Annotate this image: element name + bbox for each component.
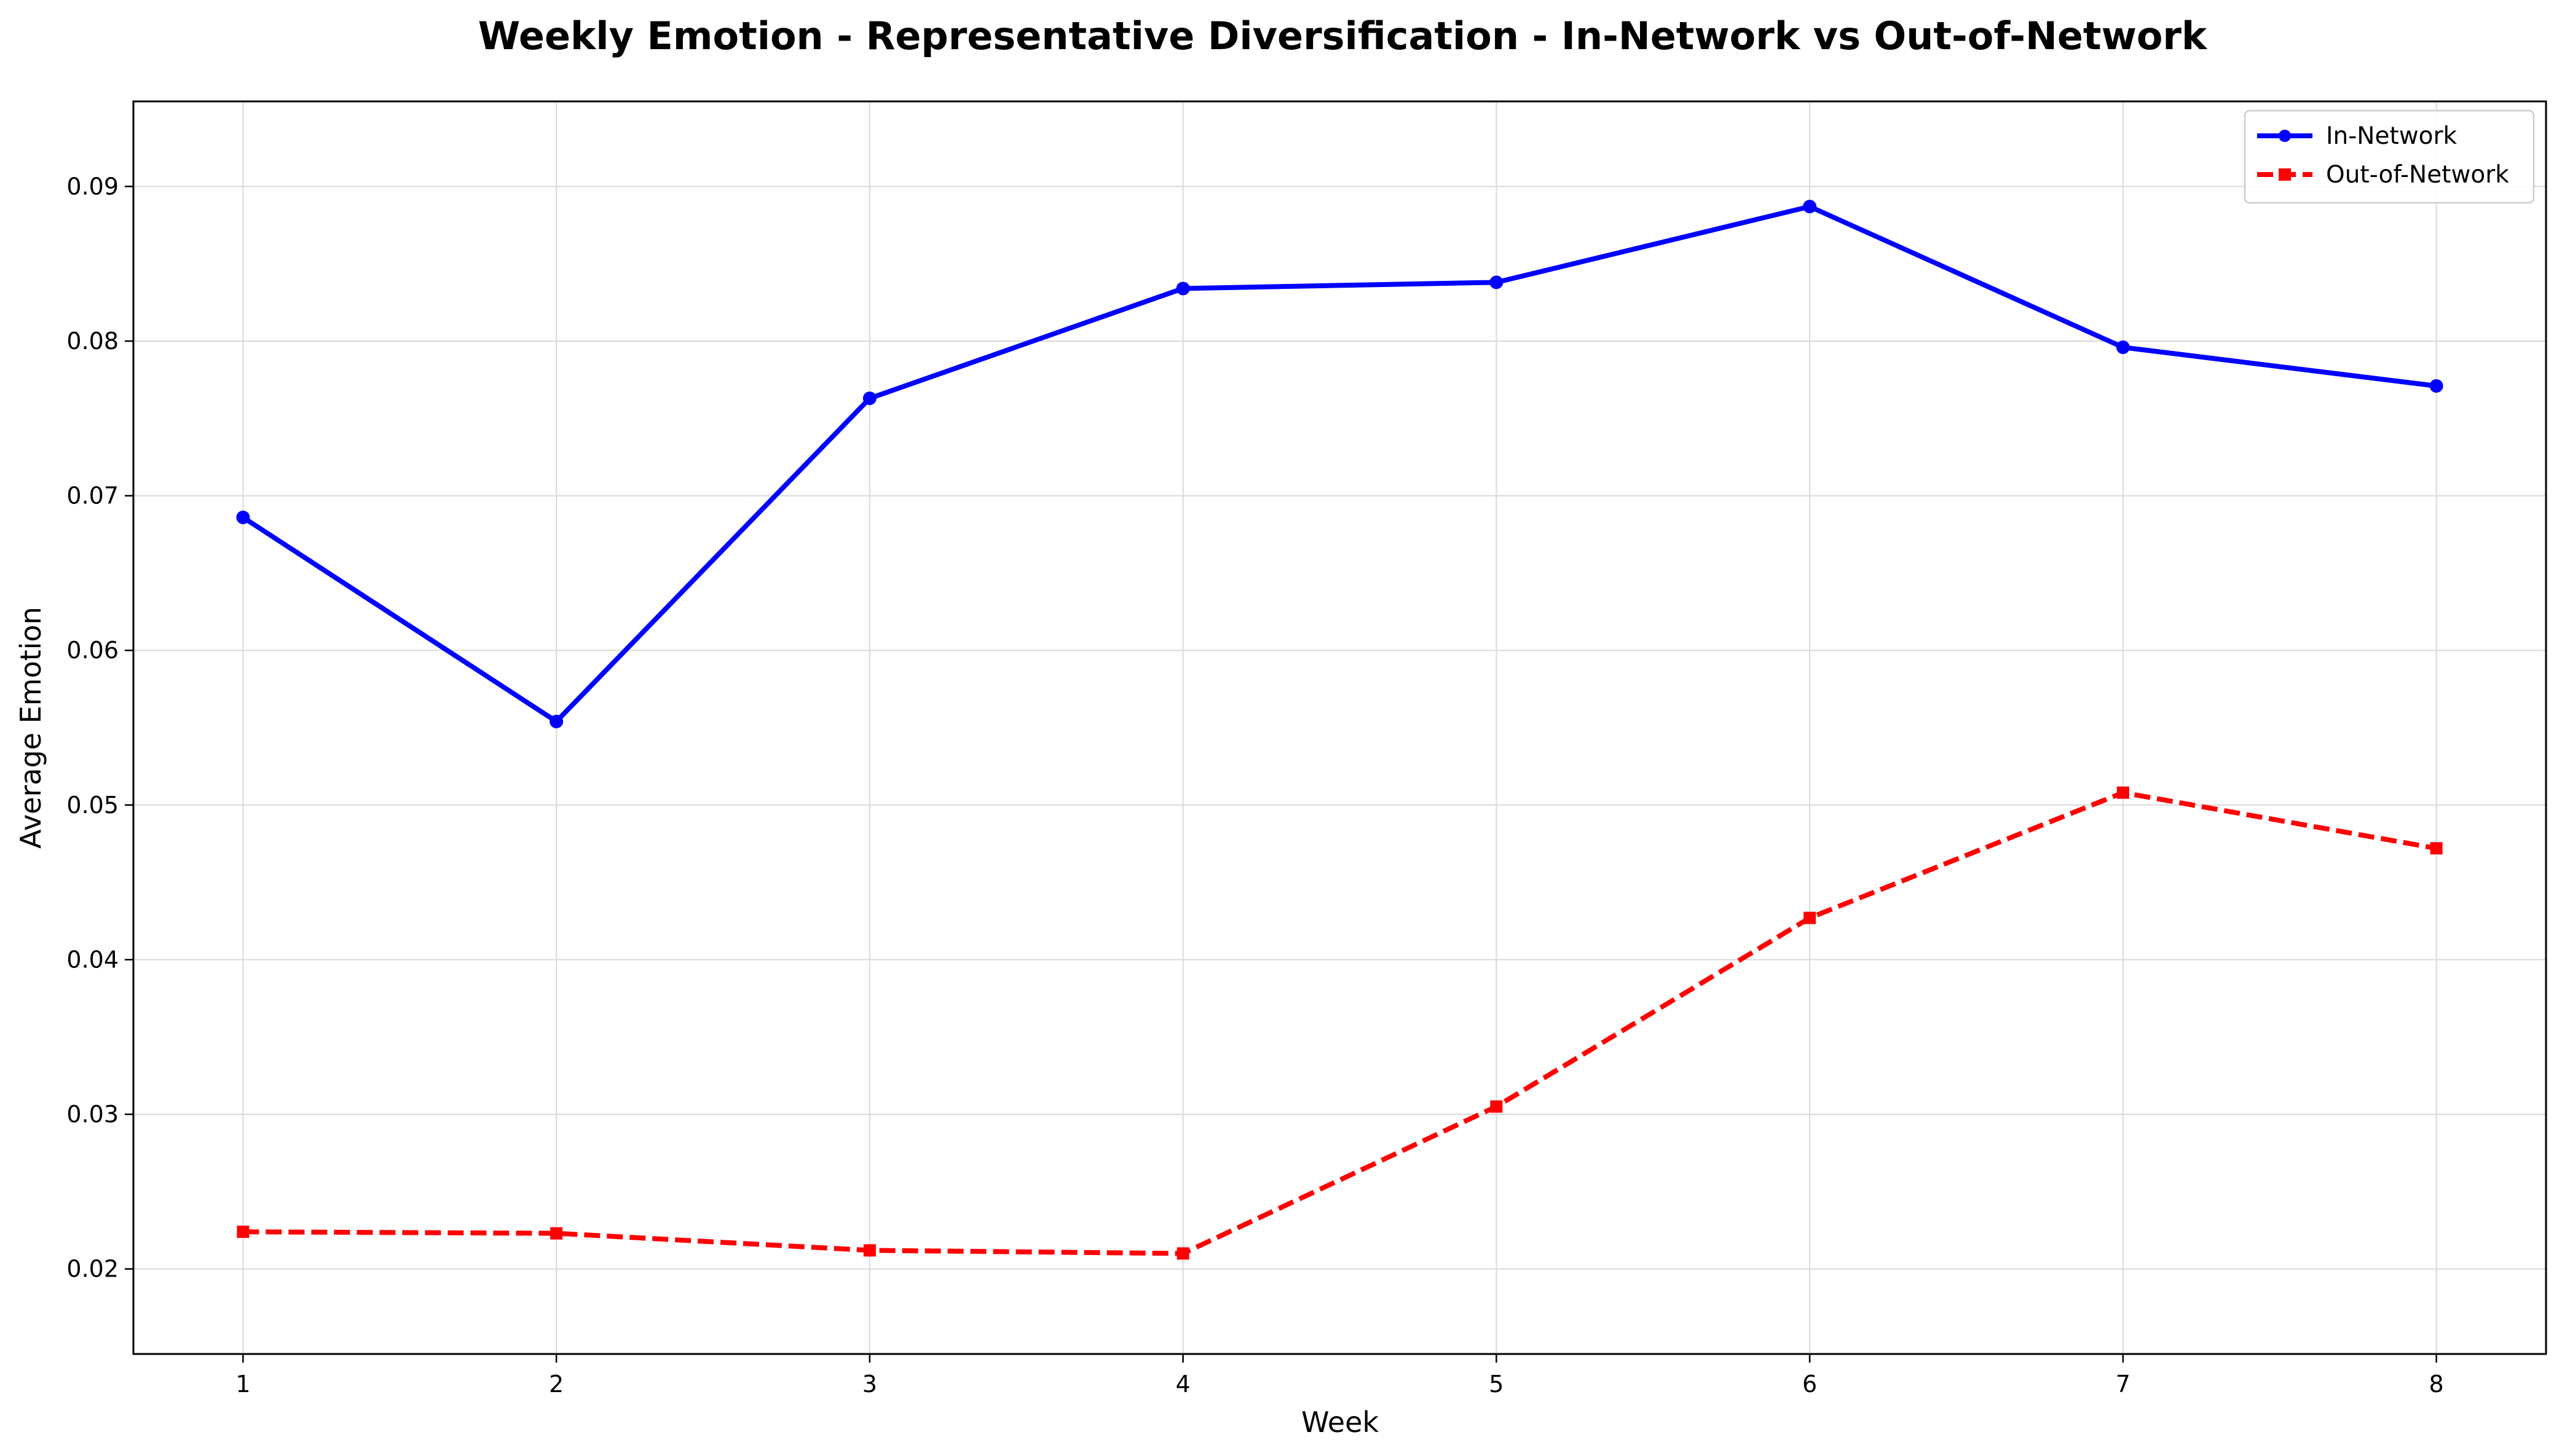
data-point [863,1244,876,1257]
x-tick-label: 3 [862,1371,877,1398]
series-layer [236,200,2443,1260]
series-out-of-network [237,786,2443,1260]
legend-label-in-network: In-Network [2326,122,2458,150]
x-tick-label: 4 [1176,1371,1191,1398]
y-axis-label: Average Emotion [14,607,47,849]
y-tick-label: 0.07 [66,482,119,510]
y-tick-label: 0.03 [66,1101,119,1128]
y-tick-label: 0.08 [66,328,119,355]
data-point [237,1226,250,1238]
y-axis: 0.02 0.03 0.04 0.05 0.06 0.07 0.08 0.09 [66,173,133,1283]
data-point [2116,786,2129,799]
chart-title: Weekly Emotion - Representative Diversif… [478,14,2208,58]
grid [133,101,2546,1354]
x-tick-label: 5 [1489,1371,1504,1398]
y-tick-label: 0.02 [66,1256,119,1283]
data-point [236,510,250,524]
legend-label-out-of-network: Out-of-Network [2326,161,2509,189]
data-point [550,714,564,728]
x-tick-label: 1 [235,1371,250,1398]
x-tick-label: 8 [2429,1371,2443,1398]
x-tick-label: 2 [549,1371,564,1398]
legend-box [2244,109,2535,204]
data-point [550,1227,563,1240]
y-tick-label: 0.04 [66,946,119,973]
x-axis-label: Week [1301,1406,1379,1439]
data-point [1490,1100,1503,1113]
legend: In-Network Out-of-Network [2244,109,2535,204]
data-point [1177,1247,1189,1260]
data-point [1803,200,1817,214]
x-tick-label: 6 [1802,1371,1817,1398]
data-point [2430,842,2443,855]
data-point [1176,281,1190,296]
series-line-in-network [242,204,2437,724]
y-tick-label: 0.06 [66,637,119,664]
x-axis: 1 2 3 4 5 6 7 8 [235,1354,2444,1398]
y-tick-label: 0.05 [66,792,119,819]
legend-marker-out-of-network [2279,168,2291,181]
data-point [1803,911,1816,924]
data-point [1489,275,1504,289]
series-line-out-of-network [243,790,2437,1256]
x-tick-label: 7 [2116,1371,2130,1398]
plot-frame [132,100,2547,1355]
data-point [862,392,877,406]
series-in-network [236,200,2443,728]
data-point [2116,340,2130,355]
legend-marker-in-network [2279,130,2291,142]
data-point [2429,379,2443,393]
y-tick-label: 0.09 [66,173,119,200]
